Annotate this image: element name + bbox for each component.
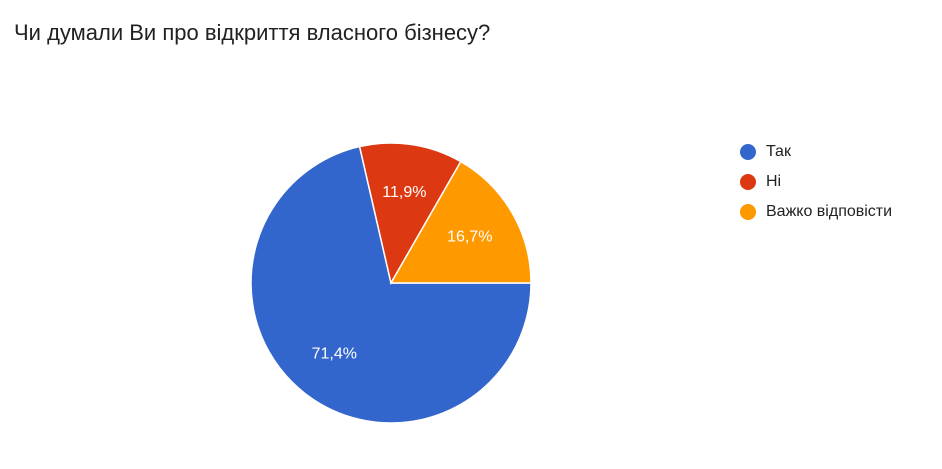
legend-label: Так <box>766 143 792 160</box>
legend-marker <box>740 204 756 220</box>
legend-marker <box>740 144 756 160</box>
chart-title: Чи думали Ви про відкриття власного бізн… <box>14 20 490 45</box>
slice-label: 71,4% <box>312 345 357 362</box>
legend-marker <box>740 174 756 190</box>
slice-label: 16,7% <box>447 229 492 246</box>
legend-label: Важко відповісти <box>766 203 892 220</box>
pie-slice <box>250 145 532 424</box>
pie-slice <box>389 160 532 284</box>
slice-label: 11,9% <box>382 184 426 201</box>
legend-label: Ні <box>766 173 781 190</box>
pie-slice <box>358 142 462 286</box>
